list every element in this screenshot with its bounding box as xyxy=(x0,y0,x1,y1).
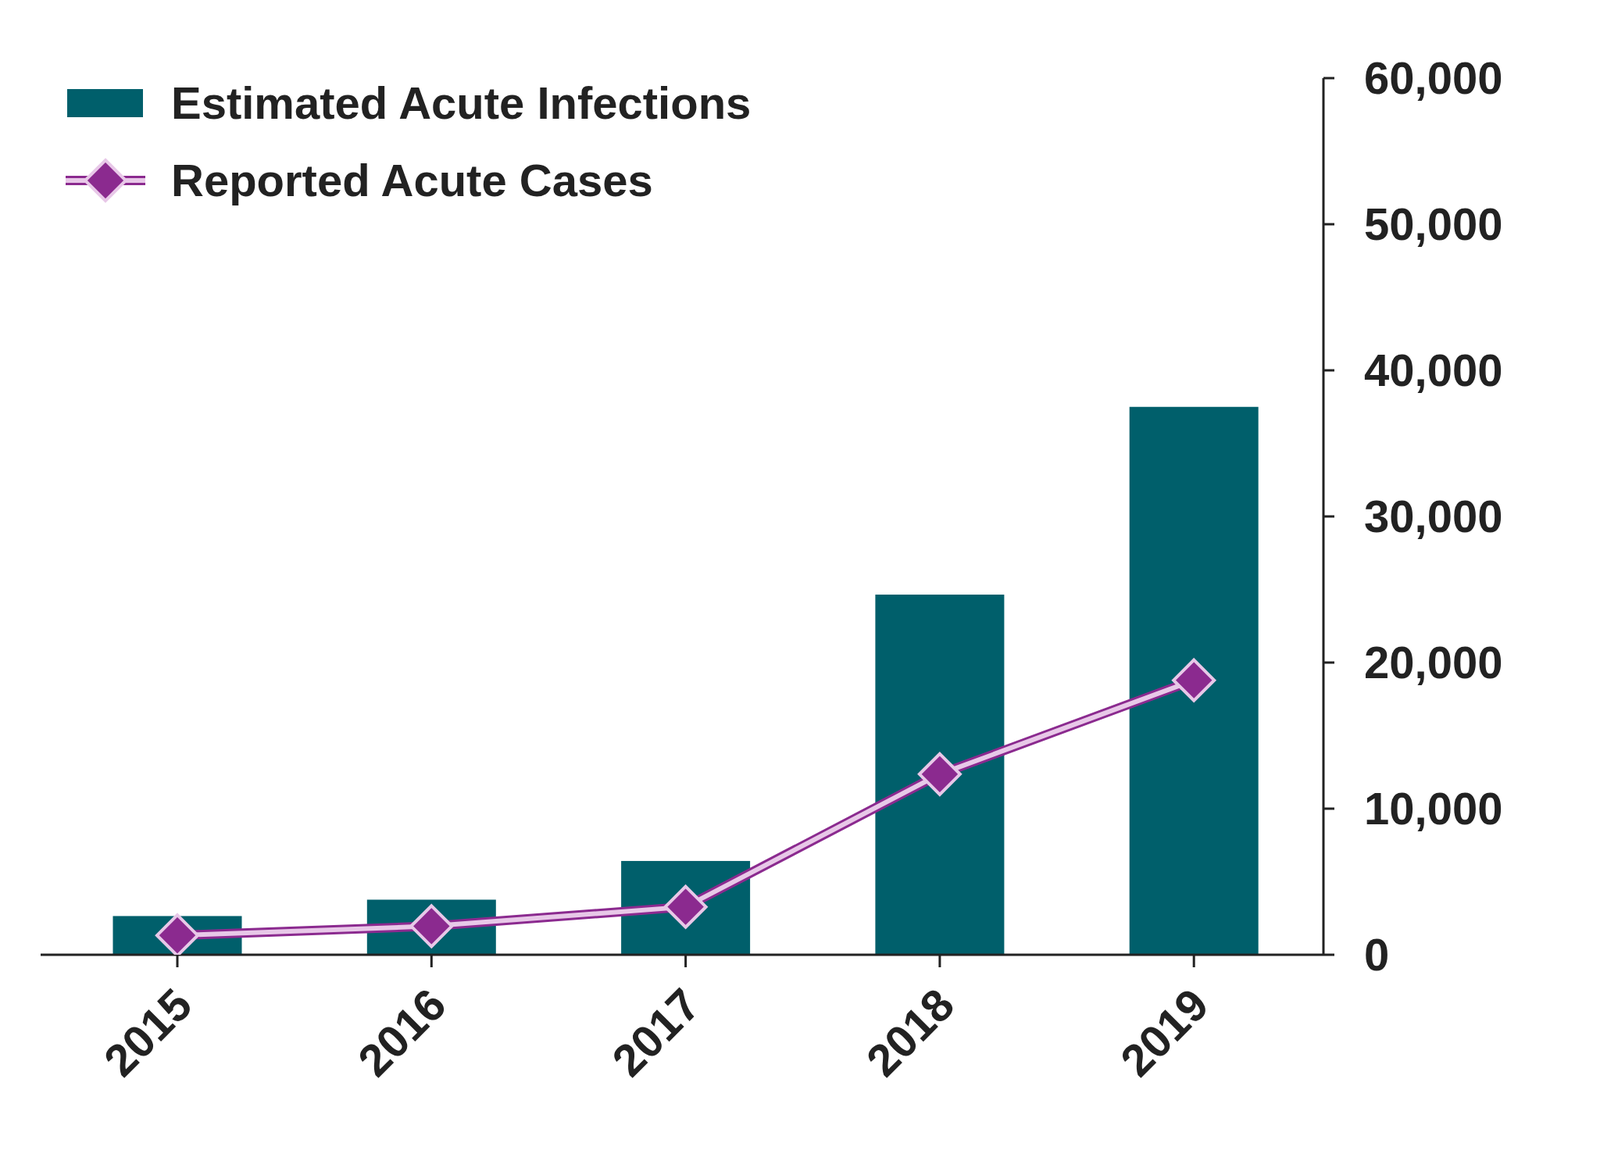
y-tick xyxy=(1323,515,1335,518)
x-tick-label: 2016 xyxy=(348,978,456,1086)
x-tick xyxy=(176,954,179,968)
line-outline xyxy=(177,680,1194,936)
chart: 0 10,000 20,000 30,000 40,000 50,000 60,000 201… xyxy=(0,0,1600,1154)
bar xyxy=(875,594,1004,955)
y-tick-label: 20,000 xyxy=(1364,636,1503,688)
y-tick xyxy=(1323,223,1335,226)
line xyxy=(177,680,1194,936)
marks xyxy=(113,407,1259,955)
marker xyxy=(919,753,961,795)
x-tick xyxy=(430,954,433,968)
x-tick xyxy=(684,954,687,968)
y-tick xyxy=(1323,77,1335,80)
y-tick xyxy=(1323,953,1335,957)
x-tick-label: 2015 xyxy=(93,978,201,1086)
y-tick-label: 60,000 xyxy=(1364,52,1503,104)
y-tick-label: 10,000 xyxy=(1364,782,1503,834)
x-tick-label: 2019 xyxy=(1110,978,1218,1086)
legend-label: Reported Acute Cases xyxy=(171,154,654,206)
y-tick xyxy=(1323,807,1335,811)
legend: Estimated Acute Infections Reported Acute… xyxy=(65,77,751,206)
x-tick-label: 2018 xyxy=(856,978,964,1086)
y-tick xyxy=(1323,661,1335,665)
y-tick-label: 30,000 xyxy=(1364,490,1503,542)
line-marks xyxy=(157,660,1215,955)
y-tick-label: 50,000 xyxy=(1364,198,1503,250)
y-tick-label: 40,000 xyxy=(1364,344,1503,396)
legend-swatch xyxy=(67,89,143,118)
x-axis xyxy=(40,953,1324,957)
y-tick-label: 0 xyxy=(1364,928,1390,980)
marker xyxy=(157,914,198,955)
y-tick xyxy=(1323,369,1335,372)
x-tick xyxy=(1192,954,1196,968)
marker xyxy=(665,886,707,928)
x-tick-label: 2017 xyxy=(602,978,710,1086)
bar xyxy=(1129,407,1259,955)
marker xyxy=(1173,660,1215,701)
legend-label: Estimated Acute Infections xyxy=(171,77,751,129)
x-tick xyxy=(938,954,941,968)
marker xyxy=(410,905,452,947)
legend-marker xyxy=(85,160,126,201)
